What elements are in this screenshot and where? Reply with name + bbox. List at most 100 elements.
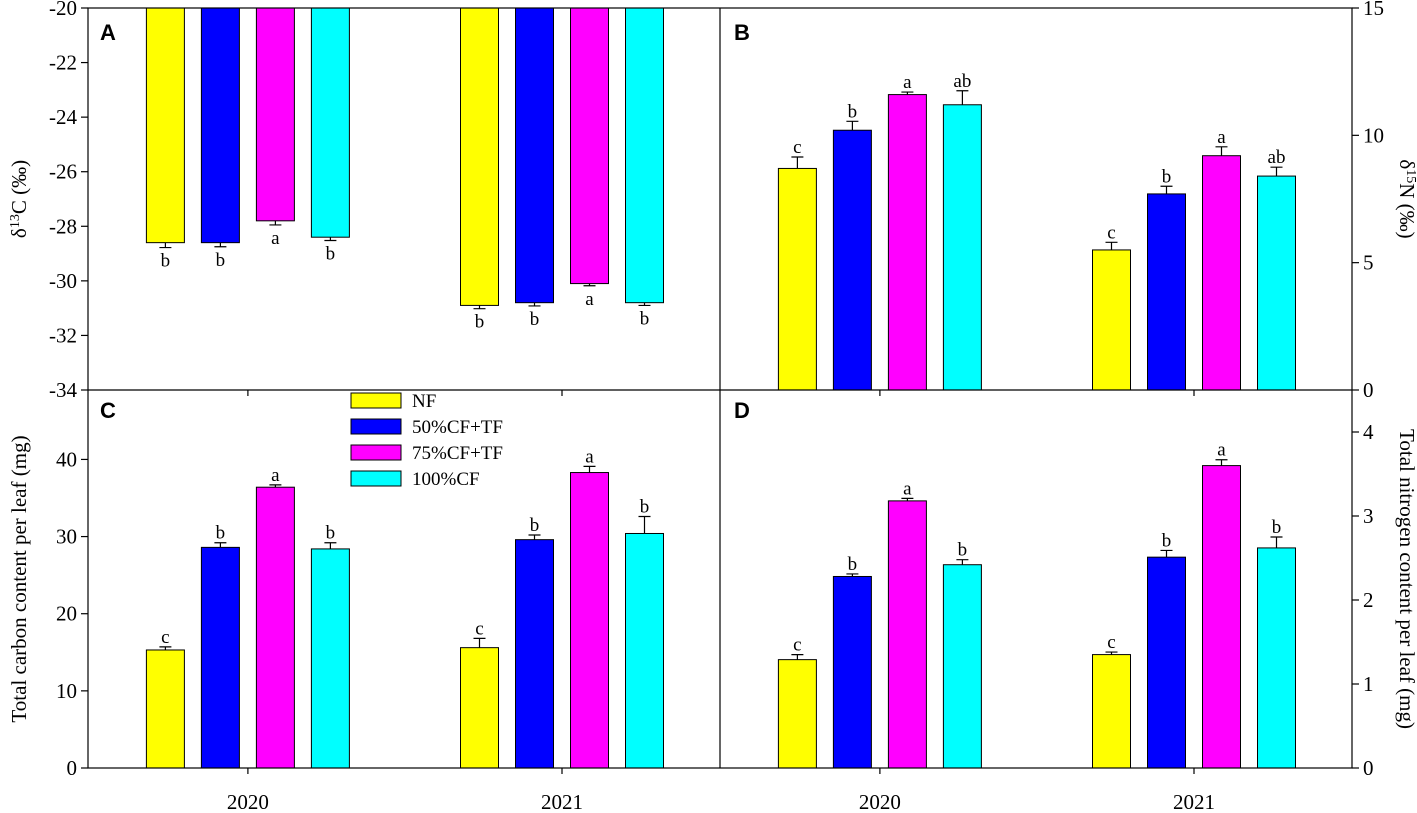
sig-letter-b-2021-nf: c: [1107, 222, 1115, 243]
y-tick-label-a-30: -30: [49, 269, 77, 293]
sig-letter-c-2021-nf: c: [475, 618, 483, 639]
y-tick-label-a-34: -34: [49, 378, 77, 402]
bar-a-2020-nf: [145, 7, 185, 244]
legend-swatch-50-cf-tf: [350, 418, 402, 435]
y-axis-title-d: Total nitrogen content per leaf (mg): [1395, 429, 1417, 729]
legend-label-50-cf-tf: 50%CF+TF: [412, 417, 503, 438]
bar-a-2021-75-cf-tf: [570, 7, 609, 285]
bars-layer: [145, 7, 1296, 769]
error-bar-d-2021-75-cf-tf: [1215, 459, 1228, 466]
bar-c-2021-50-cf-tf: [515, 539, 554, 769]
error-bar-c-2020-75-cf-tf: [269, 484, 282, 488]
error-bar-b-2021-75-cf-tf: [1215, 146, 1228, 156]
y-tick-label-d-2: 2: [1363, 588, 1374, 612]
y-tick-label-d-0: 0: [1363, 756, 1374, 780]
bar-a-2021-nf: [460, 7, 499, 306]
sig-letter-c-2020-50-cf-tf: b: [216, 523, 226, 544]
panel-label-a: A: [100, 20, 116, 45]
error-bar-d-2021-nf: [1105, 651, 1118, 655]
sig-letter-b-2021-100-cf: ab: [1268, 147, 1286, 168]
bar-c-2020-50-cf-tf: [200, 546, 240, 769]
x-tick-label-c-2020: 2020: [227, 790, 269, 813]
error-bar-d-2020-75-cf-tf: [901, 497, 914, 501]
sig-letter-c-2020-100-cf: b: [326, 523, 336, 544]
error-bar-d-2020-50-cf-tf: [846, 573, 859, 577]
legend-swatch-nf: [350, 392, 402, 409]
sig-letter-a-2021-100-cf: b: [640, 308, 650, 329]
sig-letter-a-2020-100-cf: b: [326, 243, 336, 264]
y-tick-label-b-15: 15: [1363, 0, 1384, 20]
legend-label-100-cf: 100%CF: [412, 469, 480, 490]
error-bar-d-2020-100-cf: [956, 559, 969, 565]
axes-layer: [81, 7, 1359, 774]
y-axis-title-a: δ13C (‰): [7, 160, 31, 238]
y-tick-label-d-1: 1: [1363, 672, 1374, 696]
legend-label-nf: NF: [412, 391, 436, 412]
error-bar-b-2020-nf: [791, 156, 804, 169]
error-bar-a-2020-nf: [159, 242, 172, 249]
y-tick-label-b-0: 0: [1363, 378, 1374, 402]
bar-c-2021-nf: [460, 647, 499, 769]
sig-letter-b-2021-75-cf-tf: a: [1217, 127, 1226, 148]
bar-d-2021-100-cf: [1257, 547, 1296, 769]
sig-letter-c-2021-75-cf-tf: a: [585, 446, 594, 467]
sig-letter-b-2020-100-cf: ab: [953, 71, 971, 92]
error-bar-a-2021-nf: [473, 305, 486, 310]
x-tick-label-d-2020: 2020: [859, 790, 901, 813]
bar-c-2020-75-cf-tf: [255, 486, 295, 769]
bar-d-2021-nf: [1092, 654, 1131, 769]
bar-a-2020-50-cf-tf: [200, 7, 240, 244]
y-tick-label-a-28: -28: [49, 214, 77, 238]
error-bar-b-2021-100-cf: [1270, 166, 1283, 177]
error-bar-b-2021-nf: [1105, 241, 1118, 250]
error-bar-c-2021-75-cf-tf: [583, 465, 596, 473]
sig-letter-d-2021-75-cf-tf: a: [1217, 440, 1226, 461]
panel-label-b: B: [734, 20, 750, 45]
y-axis-title-c: Total carbon content per leaf (mg): [7, 435, 31, 722]
bar-d-2021-75-cf-tf: [1202, 465, 1241, 769]
sig-letter-a-2020-nf: b: [161, 251, 171, 272]
bar-a-2020-100-cf: [310, 7, 350, 238]
sig-letter-d-2020-nf: c: [793, 635, 801, 656]
y-tick-label-c-40: 40: [56, 447, 77, 471]
y-tick-label-b-5: 5: [1363, 251, 1374, 275]
sig-letter-b-2020-75-cf-tf: a: [903, 72, 912, 93]
sig-letter-c-2021-50-cf-tf: b: [530, 515, 540, 536]
sig-letter-b-2020-nf: c: [793, 137, 801, 158]
error-bar-a-2020-100-cf: [324, 237, 337, 242]
error-bar-c-2021-50-cf-tf: [528, 534, 541, 540]
error-bar-c-2020-nf: [159, 646, 172, 650]
bar-c-2021-75-cf-tf: [570, 472, 609, 769]
sig-letter-d-2020-75-cf-tf: a: [903, 478, 912, 499]
bar-d-2020-50-cf-tf: [832, 575, 872, 769]
bar-d-2020-nf: [777, 659, 817, 769]
y-tick-label-a-22: -22: [49, 51, 77, 75]
error-bar-d-2021-50-cf-tf: [1160, 549, 1173, 558]
y-tick-label-d-4: 4: [1363, 420, 1374, 444]
bar-c-2021-100-cf: [625, 532, 664, 769]
sig-letter-a-2020-75-cf-tf: a: [271, 228, 280, 249]
error-bar-a-2021-75-cf-tf: [583, 283, 596, 287]
sig-letter-a-2021-50-cf-tf: b: [530, 309, 540, 330]
bar-b-2020-75-cf-tf: [887, 94, 927, 391]
error-bar-a-2021-100-cf: [638, 302, 651, 307]
y-tick-label-c-20: 20: [56, 602, 77, 626]
legend: NF 50%CF+TF 75%CF+TF 100%CF: [350, 391, 503, 490]
sig-letter-d-2020-100-cf: b: [958, 540, 968, 561]
bar-b-2020-100-cf: [942, 104, 982, 391]
sig-letter-a-2021-75-cf-tf: a: [585, 289, 594, 310]
error-bar-a-2020-50-cf-tf: [214, 242, 227, 248]
y-tick-label-c-30: 30: [56, 525, 77, 549]
bar-c-2020-nf: [145, 649, 185, 769]
panel-label-d: D: [734, 398, 750, 423]
error-bar-b-2021-50-cf-tf: [1160, 185, 1173, 194]
legend-swatch-75-cf-tf: [350, 444, 402, 461]
bar-b-2020-50-cf-tf: [832, 129, 872, 391]
sig-letter-a-2021-nf: b: [475, 312, 485, 333]
bar-a-2021-50-cf-tf: [515, 7, 554, 304]
error-bar-b-2020-100-cf: [956, 90, 969, 105]
sig-letter-b-2020-50-cf-tf: b: [848, 101, 858, 122]
sig-letter-c-2020-nf: c: [161, 627, 169, 648]
